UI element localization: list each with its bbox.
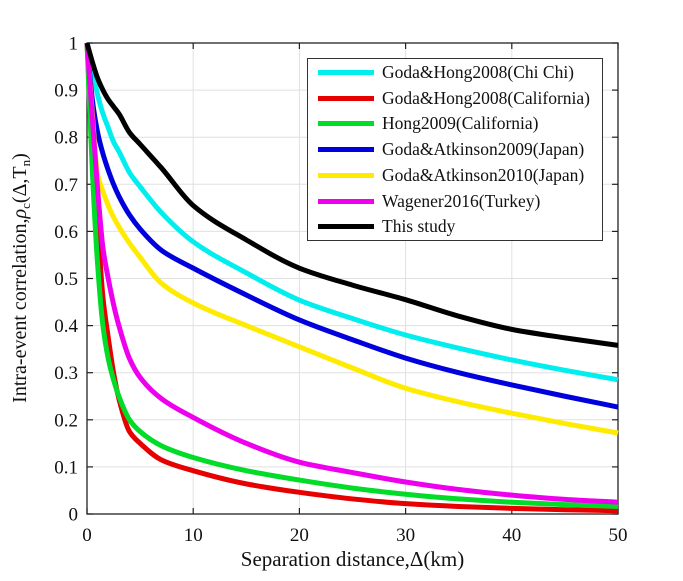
y-axis-label-text: Intra-event correlation, — [9, 218, 31, 403]
curve-this-study — [84, 42, 619, 348]
legend-line-swatch — [318, 69, 374, 75]
y-tick-labels: 0 0.1 0.2 0.3 0.4 0.5 0.6 0.7 0.8 0.9 1 — [54, 33, 78, 525]
curve-goda-atkinson2009-japan- — [84, 42, 619, 410]
curve-goda-atkinson2010-japan- — [84, 42, 619, 436]
svg-text:0.4: 0.4 — [54, 316, 78, 337]
svg-text:10: 10 — [184, 525, 203, 546]
legend-line-swatch — [318, 121, 374, 127]
svg-text:0.5: 0.5 — [54, 269, 78, 290]
legend-item: Goda&Atkinson2009(Japan) — [308, 137, 602, 162]
legend-item-label: Goda&Hong2008(Chi Chi) — [382, 61, 575, 82]
svg-text:0.7: 0.7 — [54, 175, 78, 196]
legend-item-label: Goda&Hong2008(California) — [382, 87, 591, 108]
y-axis-label-args: (Δ,T — [9, 166, 31, 204]
legend-item: Wagener2016(Turkey) — [308, 189, 602, 214]
y-axis-label-rho: ρ — [9, 208, 31, 219]
curve-goda-hong2008-chi-chi- — [84, 42, 619, 383]
svg-text:0.9: 0.9 — [54, 81, 78, 102]
x-axis-label: Separation distance,Δ(km) — [87, 547, 618, 572]
curve-hong2009-california- — [84, 42, 619, 509]
y-axis-label-sub-n: n — [18, 159, 33, 167]
svg-text:30: 30 — [396, 525, 415, 546]
legend-item: Goda&Hong2008(California) — [308, 86, 602, 111]
legend-line-swatch — [318, 224, 374, 230]
legend-line-swatch — [318, 95, 374, 101]
legend-line-swatch — [318, 172, 374, 178]
curves — [84, 42, 619, 514]
svg-text:50: 50 — [609, 525, 628, 546]
y-axis-label: Intra-event correlation,ρc(Δ,Tn) — [9, 48, 35, 508]
x-axis-label-text: Separation distance,Δ(km) — [240, 547, 465, 571]
legend-item-label: Goda&Atkinson2009(Japan) — [382, 139, 585, 159]
curve-goda-hong2008-california- — [84, 42, 619, 514]
legend-item-label: Wagener2016(Turkey) — [382, 190, 541, 211]
svg-text:0.3: 0.3 — [54, 363, 78, 384]
svg-text:0.8: 0.8 — [54, 128, 78, 149]
legend-box: Goda&Hong2008(Chi Chi) Goda&Hong2008(Cal… — [307, 58, 603, 241]
legend-item: This study — [308, 214, 602, 239]
legend-line-swatch — [318, 147, 374, 152]
svg-text:0: 0 — [82, 525, 92, 546]
legend-item-label: This study — [382, 216, 456, 237]
y-axis-label-close: ) — [9, 153, 31, 160]
svg-text:0.6: 0.6 — [54, 222, 78, 243]
y-axis-label-sub-c: c — [18, 203, 33, 209]
svg-text:20: 20 — [290, 525, 309, 546]
legend-item-label: Hong2009(California) — [382, 113, 539, 134]
curve-wagener2016-turkey- — [84, 42, 619, 505]
svg-text:1: 1 — [69, 33, 79, 54]
legend-item-label: Goda&Atkinson2010(Japan) — [382, 164, 585, 185]
svg-text:0: 0 — [69, 504, 79, 525]
x-tick-labels: 0 10 20 30 40 50 — [82, 525, 627, 546]
legend-item: Hong2009(California) — [308, 111, 602, 136]
legend-line-swatch — [318, 198, 374, 204]
legend-item: Goda&Atkinson2010(Japan) — [308, 163, 602, 188]
legend-item: Goda&Hong2008(Chi Chi) — [308, 60, 602, 85]
svg-text:40: 40 — [502, 525, 521, 546]
svg-text:0.2: 0.2 — [54, 410, 78, 431]
svg-text:0.1: 0.1 — [54, 457, 78, 478]
